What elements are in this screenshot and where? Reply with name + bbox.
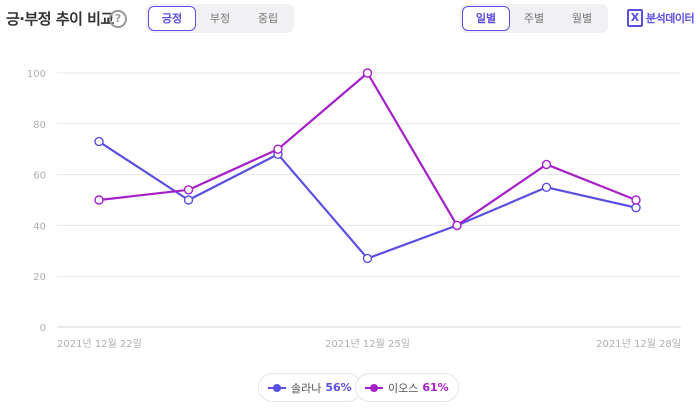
y-tick-label: 100 — [27, 69, 46, 80]
data-point — [541, 182, 552, 193]
data-point — [94, 136, 104, 147]
data-point — [183, 195, 194, 205]
legend-item-solana[interactable]: 솔라나 56% — [258, 373, 362, 402]
y-tick-label: 0 — [40, 323, 46, 334]
x-tick-label: 2021년 12월 22일 — [57, 338, 142, 350]
excel-icon: X — [627, 9, 643, 27]
y-tick-label: 20 — [33, 272, 46, 283]
y-tick-label: 60 — [33, 171, 46, 182]
tab-positive[interactable]: 긍정 — [148, 6, 196, 31]
legend-swatch-eos — [365, 383, 383, 392]
y-tick-label: 80 — [33, 120, 46, 131]
y-axis: 0 20 40 60 80 100 — [27, 69, 46, 334]
chart-grid — [57, 72, 681, 328]
data-point — [362, 68, 373, 78]
legend-item-eos[interactable]: 이오스 61% — [355, 373, 459, 402]
x-axis: 2021년 12월 22일 2021년 12월 25일 2021년 12월 28일 — [57, 338, 681, 350]
legend-name: 이오스 — [388, 381, 419, 395]
series-line-1 — [98, 71, 637, 227]
period-segment: 일별 주별 월별 — [460, 4, 608, 33]
data-point — [631, 195, 641, 205]
help-icon[interactable]: ? — [109, 10, 127, 28]
data-point — [183, 185, 194, 195]
sentiment-segment: 긍정 부정 중립 — [146, 4, 294, 33]
data-point — [273, 144, 283, 154]
series-points — [94, 68, 641, 264]
legend-percent: 56% — [325, 381, 352, 394]
y-tick-label: 40 — [33, 221, 46, 232]
tab-negative[interactable]: 부정 — [209, 12, 231, 25]
data-point — [94, 195, 104, 205]
page-title: 긍·부정 추이 비교 — [6, 10, 114, 28]
tab-neutral[interactable]: 중립 — [257, 12, 279, 25]
tab-monthly[interactable]: 월별 — [571, 12, 593, 25]
series-line-0 — [98, 140, 637, 260]
x-tick-label: 2021년 12월 28일 — [596, 338, 681, 350]
export-data-button[interactable]: X 분석데이터 — [627, 8, 695, 28]
tab-weekly[interactable]: 주별 — [523, 12, 545, 25]
data-point — [452, 220, 462, 231]
legend-name: 솔라나 — [291, 381, 322, 395]
legend-percent: 61% — [422, 381, 449, 394]
export-label: 분석데이터 — [646, 12, 695, 25]
x-tick-label: 2021년 12월 25일 — [325, 338, 410, 350]
legend-swatch-solana — [268, 383, 286, 392]
series-lines — [98, 71, 637, 260]
data-point — [362, 253, 373, 264]
data-point — [541, 159, 552, 170]
data-point — [631, 202, 641, 213]
tab-daily[interactable]: 일별 — [462, 6, 510, 31]
